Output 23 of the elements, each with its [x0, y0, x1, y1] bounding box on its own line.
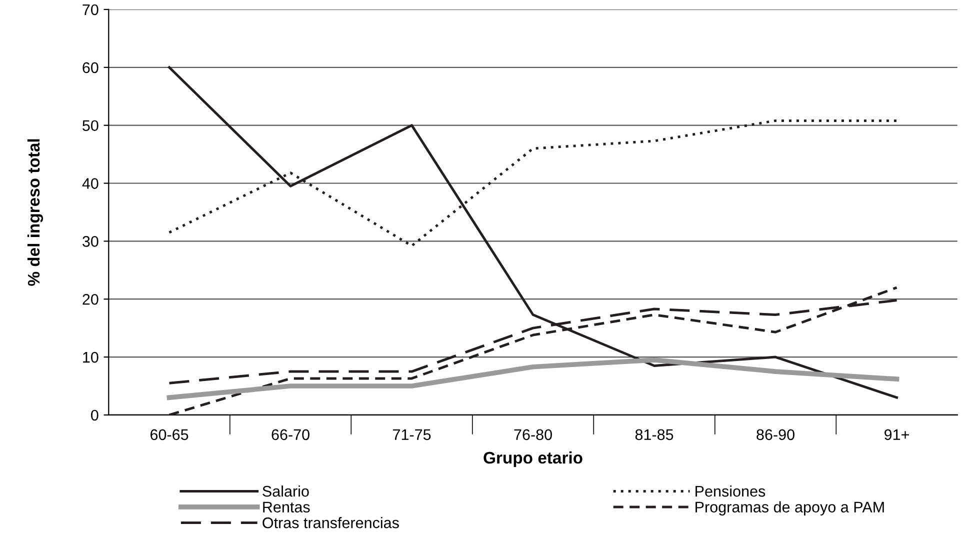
x-tick-label: 71-75: [393, 429, 431, 440]
legend-label: Rentas: [263, 502, 310, 512]
x-axis-title: Grupo etario: [484, 451, 582, 467]
y-tick-label: 20: [82, 294, 98, 305]
legend-label: Programas de apoyo a PAM: [696, 501, 884, 516]
y-axis-title: % del ingreso total: [27, 139, 44, 286]
y-tick-label: 0: [91, 410, 98, 421]
legend-label: Salario: [262, 485, 309, 497]
x-tick-label: 76-80: [514, 429, 552, 440]
y-tick-label: 50: [82, 120, 98, 132]
x-tick-label: 91+: [884, 429, 909, 440]
x-tick-label: 86-90: [756, 429, 794, 440]
y-tick-label: 10: [83, 352, 98, 363]
y-tick-label: 70: [82, 4, 98, 16]
x-tick-label: 81-85: [635, 429, 674, 440]
legend-label: Otras transferencias: [262, 517, 399, 528]
legend-label: Pensiones: [696, 485, 766, 497]
y-tick-label: 60: [82, 62, 98, 74]
y-tick-label: 40: [82, 178, 98, 189]
y-tick-label: 30: [82, 236, 98, 247]
line-series: [166, 358, 900, 400]
x-tick-label: 60-65: [150, 429, 188, 440]
x-tick-label: 66-70: [272, 429, 310, 440]
